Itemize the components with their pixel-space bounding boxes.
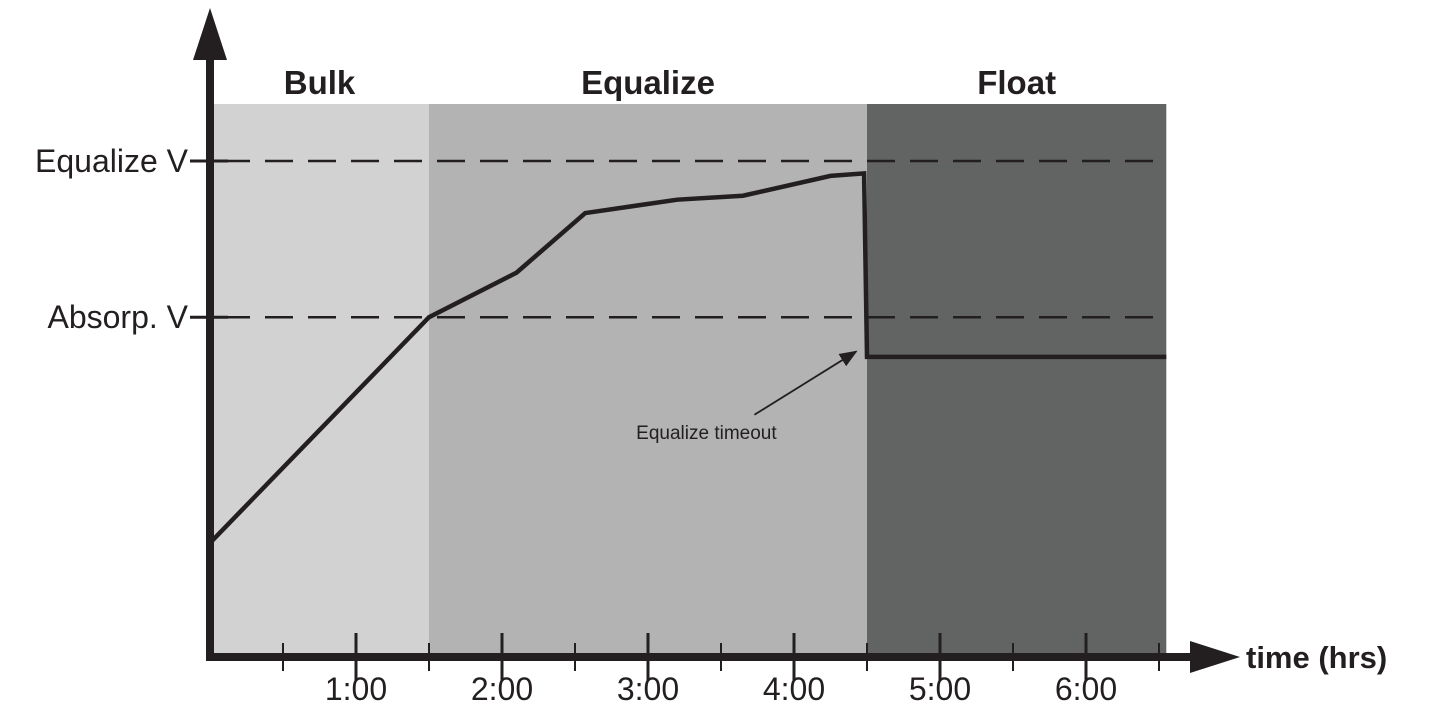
- x-tick-label-6: 6:00: [1055, 671, 1117, 707]
- stage-band-float: [867, 104, 1167, 657]
- stage-band-bulk: [210, 104, 429, 657]
- level-label-1: Absorp. V: [47, 299, 188, 335]
- voltage-series: [208, 170, 1167, 545]
- x-tick-label-4: 4:00: [763, 671, 825, 707]
- stage-labels: Bulk Equalize Float: [284, 64, 1056, 101]
- axes: [193, 8, 1240, 673]
- x-tick-label-1: 1:00: [325, 671, 387, 707]
- stage-bands: [210, 104, 1167, 657]
- annotation: Equalize timeout: [636, 350, 858, 444]
- stage-label-equalize: Equalize: [581, 64, 715, 101]
- stage-band-equalize: [429, 104, 867, 657]
- annotation-label-0: Equalize timeout: [636, 423, 777, 444]
- x-tick-label-2: 2:00: [471, 671, 533, 707]
- stage-label-float: Float: [977, 64, 1056, 101]
- annotation-arrow-0: [753, 350, 858, 416]
- stage-label-bulk: Bulk: [284, 64, 356, 101]
- voltage-line-0: [208, 170, 1167, 545]
- level-label-0: Equalize V: [35, 143, 189, 179]
- x-tick-label-5: 5:00: [909, 671, 971, 707]
- y-axis-arrowhead: [193, 8, 227, 60]
- x-axis-label: time (hrs): [1246, 640, 1387, 675]
- x-axis-arrowhead: [1190, 641, 1240, 673]
- x-tick-label-3: 3:00: [617, 671, 679, 707]
- x-ticks: 1:00 2:00 3:00 4:00 5:00 6:00: [282, 633, 1160, 707]
